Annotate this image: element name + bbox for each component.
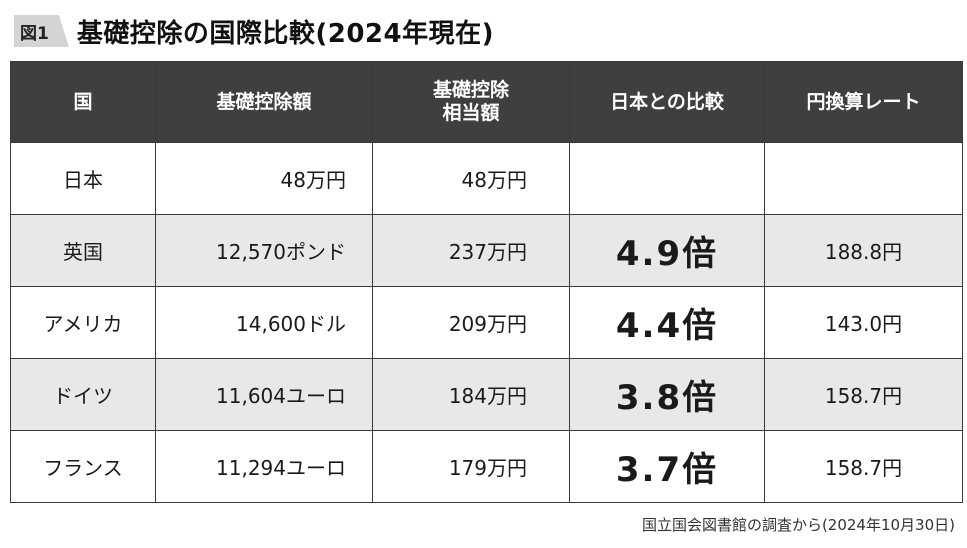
- header-equivalent-line2: 相当額: [442, 102, 500, 124]
- source-note: 国立国会図書館の調査から(2024年10月30日): [641, 516, 955, 534]
- cell-deduction: 11,604ユーロ: [155, 358, 373, 431]
- table-row-uk: 英国 12,570ポンド 237万円 4.9倍 188.8円: [10, 214, 963, 287]
- deduction-comparison-table: 国 基礎控除額 基礎控除 相当額 日本との比較 円換算レート 日本 48万円 4…: [10, 61, 963, 503]
- cell-deduction: 11,294ユーロ: [155, 430, 373, 503]
- cell-vs-japan: [569, 142, 765, 215]
- cell-country: 英国: [10, 214, 156, 287]
- cell-equivalent: 209万円: [372, 286, 570, 359]
- cell-rate: 158.7円: [764, 358, 963, 431]
- header-country: 国: [10, 61, 156, 143]
- cell-country: フランス: [10, 430, 156, 503]
- cell-vs-japan: 3.8倍: [569, 358, 765, 431]
- cell-rate: 188.8円: [764, 214, 963, 287]
- cell-deduction: 14,600ドル: [155, 286, 373, 359]
- header-vs-japan: 日本との比較: [569, 61, 765, 143]
- cell-country: ドイツ: [10, 358, 156, 431]
- cell-vs-japan: 4.4倍: [569, 286, 765, 359]
- cell-deduction: 48万円: [155, 142, 373, 215]
- header-rate: 円換算レート: [764, 61, 963, 143]
- cell-vs-japan: 4.9倍: [569, 214, 765, 287]
- cell-equivalent: 179万円: [372, 430, 570, 503]
- cell-country: 日本: [10, 142, 156, 215]
- cell-country: アメリカ: [10, 286, 156, 359]
- header-equivalent: 基礎控除 相当額: [372, 61, 570, 143]
- cell-rate: 143.0円: [764, 286, 963, 359]
- figure-title: 図1 基礎控除の国際比較(2024年現在): [14, 14, 494, 49]
- cell-deduction: 12,570ポンド: [155, 214, 373, 287]
- page-title: 基礎控除の国際比較(2024年現在): [76, 18, 494, 49]
- header-equivalent-line1: 基礎控除: [432, 79, 509, 102]
- table-row-japan: 日本 48万円 48万円: [10, 142, 963, 215]
- table-header-row: 国 基礎控除額 基礎控除 相当額 日本との比較 円換算レート: [10, 61, 963, 143]
- cell-vs-japan: 3.7倍: [569, 430, 765, 503]
- figure-label: 図1: [14, 15, 69, 47]
- cell-rate: 158.7円: [764, 430, 963, 503]
- header-deduction: 基礎控除額: [155, 61, 373, 143]
- cell-equivalent: 237万円: [372, 214, 570, 287]
- cell-rate: [764, 142, 963, 215]
- table-row-germany: ドイツ 11,604ユーロ 184万円 3.8倍 158.7円: [10, 358, 963, 431]
- table-row-usa: アメリカ 14,600ドル 209万円 4.4倍 143.0円: [10, 286, 963, 359]
- cell-equivalent: 184万円: [372, 358, 570, 431]
- table-row-france: フランス 11,294ユーロ 179万円 3.7倍 158.7円: [10, 430, 963, 503]
- cell-equivalent: 48万円: [372, 142, 570, 215]
